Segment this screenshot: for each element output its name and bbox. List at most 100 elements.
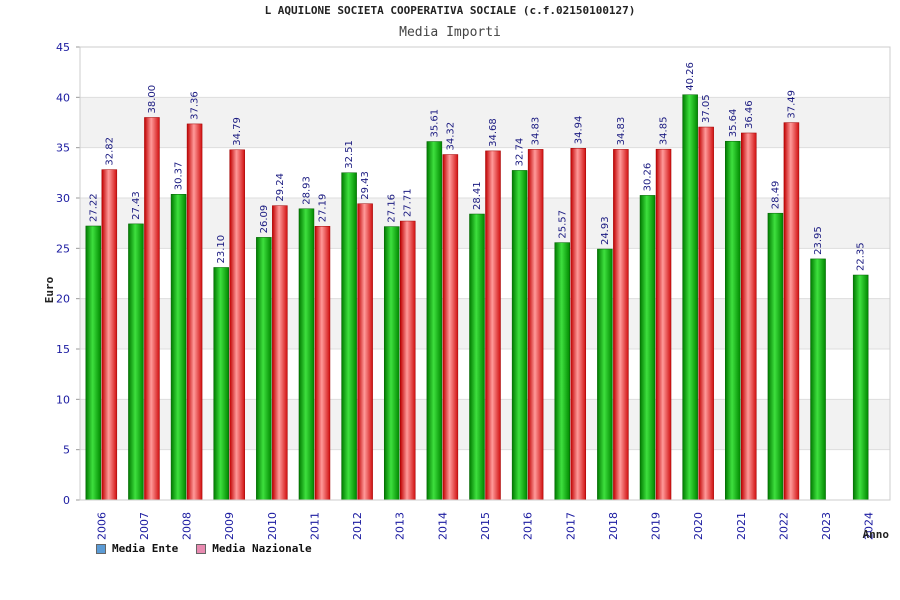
data-label: 37.49 [786,90,797,119]
data-label: 27.22 [88,193,99,222]
data-label: 34.83 [616,117,627,146]
x-tick-label: 2013 [394,512,407,540]
y-tick-label: 0 [63,494,70,507]
x-tick-label: 2022 [777,512,790,540]
bar-media-ente [85,225,102,501]
data-label: 28.49 [770,181,781,210]
bar-media-ente [852,274,869,501]
data-label: 38.00 [147,85,158,114]
legend-swatch-media-ente [96,543,106,554]
bar-media-ente [213,267,229,501]
y-tick-label: 45 [56,41,70,54]
bar-media-nazionale [357,203,373,501]
bars [85,94,869,501]
data-label: 34.85 [659,117,670,146]
bar-media-nazionale [741,132,757,501]
legend-label-media-ente: Media Ente [112,542,179,555]
bar-media-nazionale [783,122,800,501]
data-label: 35.61 [429,109,440,138]
bar-media-nazionale [186,123,203,501]
data-label: 24.93 [600,216,611,245]
plot-band [80,47,890,98]
bar-media-ente [469,213,485,501]
y-tick-label: 10 [56,393,70,406]
x-tick-label: 2017 [564,512,577,540]
bar-media-ente [767,212,784,501]
x-tick-label: 2008 [181,512,194,540]
data-label: 29.24 [275,173,286,202]
axes: 0 5 10 15 20 25 30 35 40 45 2006 2007 2008 2009 2010 20… [56,41,891,540]
data-label: 32.51 [344,140,355,169]
bar-media-ente [170,194,187,501]
bar-media-ente [341,172,357,501]
bar-media-ente [810,258,826,501]
data-label: 37.05 [701,94,712,123]
data-label: 29.43 [360,171,371,200]
data-label: 26.09 [259,205,270,234]
data-label: 34.68 [488,118,499,147]
bar-media-ente [298,208,315,501]
bar-media-nazionale [101,169,118,501]
x-axis-label: Anno [863,528,890,541]
data-labels: 27.22 32.82 27.43 38.00 30.37 37.36 23.10 34.79… [88,62,866,271]
y-tick-label: 40 [56,91,70,104]
bar-media-nazionale [527,149,544,501]
x-tick-label: 2019 [650,512,663,540]
data-label: 36.46 [744,100,755,129]
bar-media-nazionale [613,149,629,501]
data-label: 22.35 [856,242,867,271]
bar-media-nazionale [314,226,331,501]
data-label: 27.16 [387,194,398,223]
data-label: 34.79 [232,117,243,146]
bar-media-ente [725,140,741,501]
data-label: 34.94 [573,116,584,145]
x-tick-label: 2009 [223,512,236,540]
bar-media-nazionale [698,126,714,501]
legend-item-media-nazionale: Media Nazionale [196,542,312,555]
legend-swatch-media-nazionale [196,543,207,554]
chart-title: L AQUILONE SOCIETA COOPERATIVA SOCIALE (… [264,4,636,17]
y-tick-label: 30 [56,192,70,205]
bar-media-ente [511,170,528,501]
y-tick-label: 5 [63,444,70,457]
data-label: 35.64 [728,109,739,138]
x-tick-label: 2015 [479,512,492,540]
legend-item-media-ente: Media Ente [96,542,178,555]
bar-media-nazionale [570,148,587,501]
bar-media-ente [639,195,656,501]
bar-media-ente [383,226,400,501]
y-tick-label: 15 [56,343,70,356]
x-tick-label: 2020 [692,512,705,540]
data-label: 32.82 [104,137,115,166]
plot-border [79,46,891,501]
x-tick-label: 2012 [351,512,364,540]
x-tick-label: 2010 [266,512,279,540]
data-label: 28.41 [472,181,483,210]
x-tick-label: 2016 [522,512,535,540]
bar-media-nazionale [442,154,459,501]
data-label: 40.26 [685,62,696,91]
bar-media-nazionale [229,149,245,501]
bar-media-ente [256,237,272,501]
bar-media-ente [682,94,698,501]
bar-media-nazionale [272,205,288,501]
y-tick-label: 20 [56,293,70,306]
chart-subtitle: Media Importi [399,25,501,40]
bar-media-ente [426,141,443,501]
bar-media-nazionale [399,220,416,501]
x-tick-label: 2024 [863,512,876,540]
x-tick-label: 2014 [436,512,449,540]
data-label: 23.95 [813,226,824,255]
x-tick-label: 2011 [308,512,321,540]
data-label: 34.83 [531,117,542,146]
y-tick-label: 25 [56,242,70,255]
x-tick-label: 2006 [95,512,108,540]
y-axis-label: Euro [43,276,56,303]
data-label: 25.57 [557,210,568,239]
data-label: 30.26 [643,163,654,192]
bar-media-ente [128,223,144,501]
y-tick-label: 35 [56,142,70,155]
data-label: 30.37 [174,162,185,191]
legend-label-media-nazionale: Media Nazionale [212,542,312,555]
